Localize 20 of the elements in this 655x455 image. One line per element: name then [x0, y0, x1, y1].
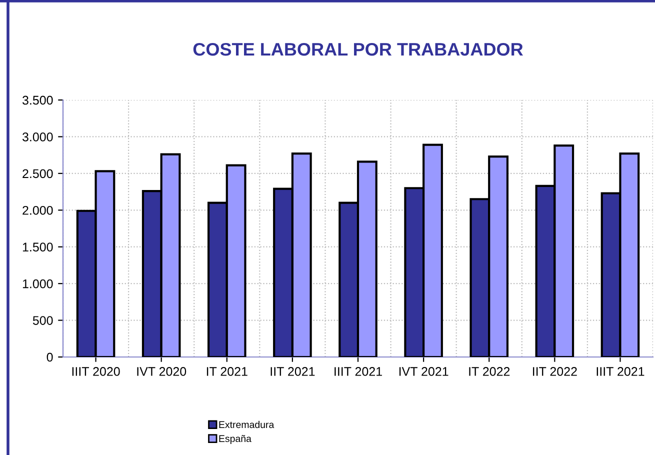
x-tick-label: IIIT 2021 — [334, 367, 382, 376]
chart-title: COSTE LABORAL POR TRABAJADOR — [193, 42, 523, 56]
x-tick-label: IVT 2020 — [137, 367, 186, 376]
y-tick-label: 1.500 — [22, 242, 53, 252]
x-tick-label: IIT 2021 — [270, 367, 315, 376]
x-tick-label: IIIT 2021 — [596, 367, 644, 376]
x-tick-label: IVT 2021 — [399, 367, 448, 376]
y-tick-label: 3.000 — [22, 132, 53, 142]
legend-label: España — [219, 434, 252, 444]
y-tick-label: 0 — [46, 352, 53, 362]
x-tick-label: IT 2021 — [206, 367, 248, 376]
y-tick-label: 1.000 — [22, 279, 53, 288]
y-tick-label: 2.000 — [22, 206, 53, 215]
x-tick-label: IIIT 2020 — [72, 367, 120, 376]
y-tick-label: 2.500 — [22, 169, 53, 178]
x-tick-label: IIT 2022 — [533, 367, 577, 376]
x-tick-label: IT 2022 — [469, 367, 510, 376]
y-tick-label: 3.500 — [22, 96, 53, 105]
legend-label: Extremadura — [219, 420, 274, 428]
y-tick-label: 500 — [32, 316, 53, 325]
